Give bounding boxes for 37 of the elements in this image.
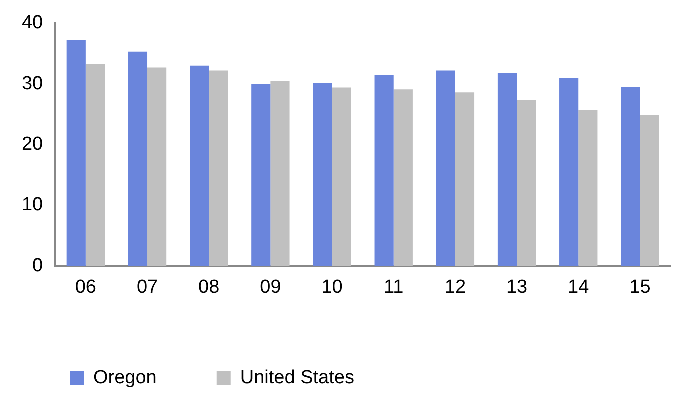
bar xyxy=(252,84,271,266)
bar xyxy=(313,83,332,266)
x-tick-label: 07 xyxy=(136,276,158,298)
bar xyxy=(86,64,106,266)
y-tick-label: 0 xyxy=(32,255,44,276)
bar xyxy=(148,68,167,266)
bar xyxy=(640,115,660,266)
x-tick-label: 06 xyxy=(75,276,96,298)
y-tick-label: 30 xyxy=(22,73,44,94)
bar xyxy=(190,66,210,266)
bar xyxy=(394,90,413,266)
y-tick-label: 10 xyxy=(22,194,44,216)
x-tick-label: 13 xyxy=(506,276,528,298)
x-tick-label: 09 xyxy=(260,276,282,298)
bar xyxy=(209,70,228,266)
x-tick-label: 08 xyxy=(198,276,220,298)
x-tick-label: 11 xyxy=(384,276,404,298)
bar xyxy=(128,52,148,266)
bar xyxy=(436,70,456,266)
bar xyxy=(498,73,518,266)
bar xyxy=(66,40,86,266)
x-tick-label: 12 xyxy=(444,276,466,298)
bar xyxy=(332,88,352,266)
y-tick-label: 40 xyxy=(22,12,44,34)
bar xyxy=(621,87,640,266)
bar xyxy=(517,100,536,266)
bar xyxy=(455,92,475,266)
x-tick-label: 10 xyxy=(322,276,343,298)
y-tick-label: 20 xyxy=(22,134,44,156)
legend-label: United States xyxy=(240,368,354,389)
bar xyxy=(374,74,394,266)
bar xyxy=(270,81,290,266)
x-tick-label: 14 xyxy=(568,276,590,298)
bar xyxy=(560,78,579,266)
legend-label: Oregon xyxy=(94,368,157,389)
x-tick-label: 15 xyxy=(630,276,651,298)
bar xyxy=(578,110,598,266)
